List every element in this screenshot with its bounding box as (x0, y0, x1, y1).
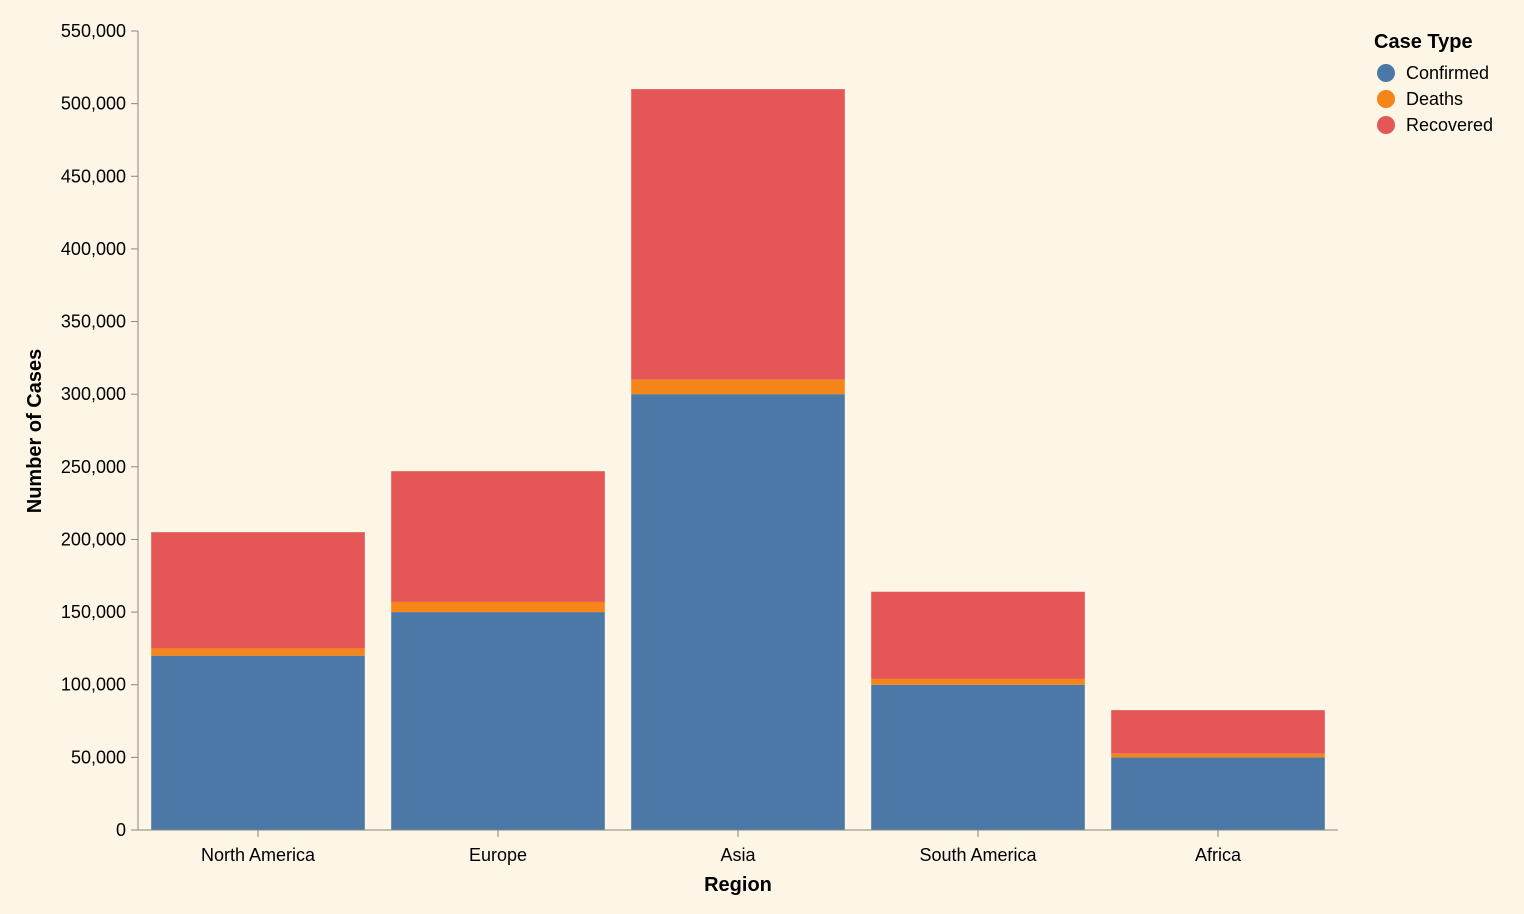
bar-north-america-deaths (151, 648, 365, 656)
x-tick-label-south-america: South America (919, 845, 1037, 865)
x-axis-title: Region (704, 874, 772, 896)
bar-asia-confirmed (631, 394, 845, 830)
x-tick-label-north-america: North America (201, 845, 316, 865)
bars-layer (151, 89, 1325, 830)
x-tick-label-asia: Asia (720, 845, 756, 865)
legend-label-recovered: Recovered (1406, 115, 1493, 135)
y-tick-label: 350,000 (61, 312, 126, 332)
bar-south-america-recovered (871, 591, 1085, 679)
y-tick-label: 0 (116, 820, 126, 840)
x-tick-label-africa: Africa (1195, 845, 1242, 865)
y-tick-label: 100,000 (61, 675, 126, 695)
y-axis: 0 50,000 100,000 150,000 200,000 250,000 300,0… (61, 21, 139, 840)
bar-asia-recovered (631, 89, 845, 380)
y-tick-label: 50,000 (71, 747, 126, 767)
y-axis-title: Number of Cases (24, 349, 46, 514)
x-axis: North America Europe Asia South America Afri… (138, 829, 1338, 865)
bar-europe-confirmed (391, 612, 605, 830)
legend-swatch-recovered (1377, 116, 1395, 134)
legend: Case Type Confirmed Deaths Recovered (1374, 31, 1493, 135)
y-tick-label: 400,000 (61, 239, 126, 259)
bar-africa-recovered (1111, 710, 1325, 754)
y-tick-label: 500,000 (61, 94, 126, 114)
legend-label-deaths: Deaths (1406, 89, 1463, 109)
bar-europe-deaths (391, 601, 605, 613)
bar-north-america-recovered (151, 532, 365, 649)
bar-north-america-confirmed (151, 655, 365, 830)
y-tick-label: 250,000 (61, 457, 126, 477)
y-tick-label: 150,000 (61, 602, 126, 622)
bar-asia-deaths (631, 379, 845, 395)
bar-south-america-confirmed (871, 684, 1085, 830)
y-tick-label: 550,000 (61, 21, 126, 41)
bar-africa-deaths (1111, 753, 1325, 758)
legend-swatch-deaths (1377, 90, 1395, 108)
legend-swatch-confirmed (1377, 64, 1395, 82)
bar-south-america-deaths (871, 678, 1085, 685)
bar-africa-confirmed (1111, 757, 1325, 830)
y-tick-label: 200,000 (61, 529, 126, 549)
y-tick-label: 450,000 (61, 166, 126, 186)
y-tick-label: 300,000 (61, 384, 126, 404)
bar-europe-recovered (391, 471, 605, 602)
legend-label-confirmed: Confirmed (1406, 63, 1489, 83)
legend-title: Case Type (1374, 31, 1473, 53)
x-tick-label-europe: Europe (469, 845, 527, 865)
